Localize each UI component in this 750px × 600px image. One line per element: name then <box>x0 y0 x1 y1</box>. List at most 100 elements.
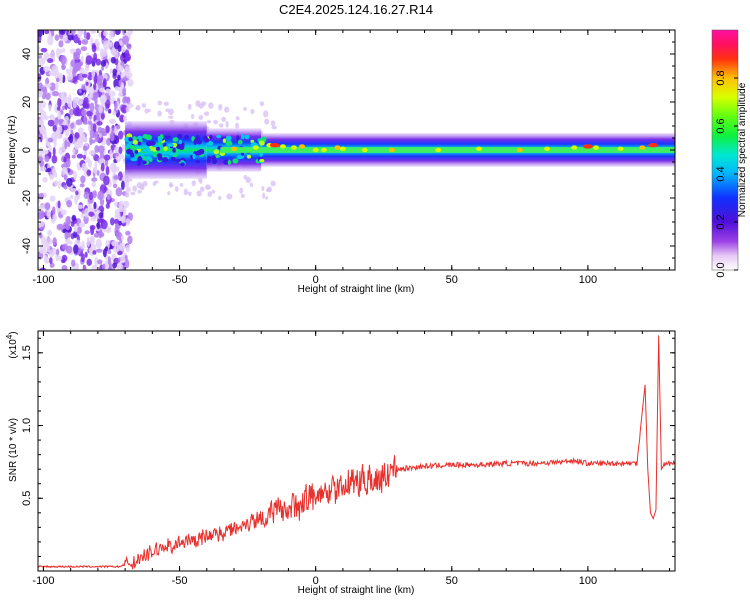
heatmap-noise-cell <box>57 97 62 108</box>
heatmap-noise-cell <box>93 201 97 210</box>
heatmap-speckle <box>187 191 192 196</box>
heatmap-hotspot <box>280 144 286 149</box>
heatmap-speckle <box>135 104 141 111</box>
heatmap-noise-cell <box>77 30 82 39</box>
heatmap-noise-cell <box>57 111 62 120</box>
y-tick-label: -20 <box>21 190 33 206</box>
heatmap-band-cell <box>142 160 147 165</box>
colorbar-tick-label: 0.8 <box>715 70 727 85</box>
heatmap-panel: -100 -50 0 50 100 -40 -20 0 20 40 Height of strai… <box>7 29 676 295</box>
heatmap-noise-cell <box>47 229 53 236</box>
heatmap-noise-cell <box>75 108 83 117</box>
heatmap-noise-cell <box>97 145 105 154</box>
heatmap-speckle <box>197 177 203 183</box>
colorbar-ticks: 0.0 0.2 0.4 0.6 0.8 <box>715 70 738 278</box>
x-tick-label: 50 <box>446 274 458 286</box>
heatmap-noise-cell <box>77 188 81 198</box>
heatmap-noise-cell <box>88 191 94 201</box>
heatmap-noise-cell <box>86 110 93 117</box>
colorbar-tick-label: 0.0 <box>715 262 727 277</box>
heatmap-band-cell <box>129 144 136 151</box>
heatmap-speckle <box>225 120 229 128</box>
x-tick-label: -50 <box>172 575 188 587</box>
heatmap-speckle <box>196 190 202 197</box>
heatmap-noise-cell <box>125 185 130 195</box>
heatmap-noise-cell <box>38 209 45 220</box>
heatmap-noise-cell <box>38 265 41 270</box>
heatmap-noise-cell <box>73 52 78 58</box>
y-tick-label: 0.5 <box>21 491 33 506</box>
heatmap-noise-cell <box>92 83 97 91</box>
heatmap-band-cell <box>193 139 197 145</box>
snr-series-line <box>38 335 675 570</box>
heatmap-noise-cell <box>111 240 119 247</box>
heatmap-noise-cell <box>54 171 58 178</box>
heatmap-noise-cell <box>48 104 52 112</box>
heatmap-noise-cell <box>123 115 128 122</box>
heatmap-noise-cell <box>77 127 84 135</box>
heatmap-speckle <box>218 195 222 201</box>
heatmap-noise-cell <box>85 81 89 86</box>
heatmap-speckle <box>144 108 149 114</box>
heatmap-speckle <box>264 118 270 125</box>
heatmap-noise-cell <box>116 244 120 254</box>
heatmap-noise-cell <box>108 90 116 97</box>
y-tick-label: 20 <box>21 96 33 108</box>
heatmap-noise-cell <box>124 49 130 57</box>
heatmap-noise-cell <box>47 119 55 127</box>
heatmap-noise-cell <box>91 69 96 78</box>
snr-multiplier-base: (x10 <box>8 339 19 359</box>
heatmap-noise-cell <box>74 195 78 205</box>
heatmap-noise-cell <box>114 85 121 91</box>
heatmap-band-cell <box>236 155 243 160</box>
heatmap-noise-cell <box>100 162 105 172</box>
heatmap-noise-cell <box>60 209 67 216</box>
heatmap-noise-cell <box>72 99 77 109</box>
heatmap-noise-cell <box>80 213 85 218</box>
heatmap-speckle <box>235 122 239 129</box>
heatmap-noise-cell <box>83 115 88 125</box>
heatmap-noise-cell <box>89 236 95 245</box>
y-tick-label: 40 <box>21 48 33 60</box>
heatmap-speckle <box>124 193 130 198</box>
heatmap-speckle <box>213 119 218 125</box>
heatmap-speckle <box>141 103 147 108</box>
heatmap-band-cell <box>142 133 149 139</box>
heatmap-noise-cell <box>54 34 60 41</box>
heatmap-noise-cell <box>78 89 82 94</box>
heatmap-noise-cell <box>85 55 93 65</box>
heatmap-speckle <box>265 188 272 192</box>
heatmap-speckle <box>163 101 169 106</box>
heatmap-band-cell <box>172 147 176 154</box>
heatmap-noise-cell <box>61 166 68 177</box>
heatmap-noise-cell <box>104 246 109 252</box>
heatmap-noise-cell <box>112 262 118 269</box>
heatmap-speckle <box>250 108 255 115</box>
snr-multiplier: (x104) <box>5 331 19 358</box>
heatmap-noise-cell <box>95 238 103 249</box>
heatmap-noise-cell <box>38 192 44 200</box>
heatmap-noise-cell <box>47 58 54 64</box>
heatmap-noise-cell <box>105 125 110 134</box>
colorbar-tick-label: 0.2 <box>715 214 727 229</box>
heatmap-band-cell <box>130 157 138 162</box>
heatmap-noise-cell <box>61 258 66 264</box>
heatmap-noise-cell <box>61 105 65 111</box>
heatmap-noise-cell <box>118 200 124 210</box>
heatmap-noise-cell <box>41 86 47 91</box>
heatmap-band-cell <box>177 133 183 139</box>
x-tick-label: 100 <box>579 575 597 587</box>
heatmap-noise-cell <box>94 256 99 267</box>
heatmap-noise-cell <box>83 191 90 200</box>
heatmap-noise-cell <box>92 250 97 255</box>
heatmap-speckle <box>200 101 207 107</box>
heatmap-speckle <box>218 103 223 111</box>
heatmap-speckle <box>168 108 174 116</box>
heatmap-speckle <box>198 115 204 120</box>
heatmap-band-cell <box>128 137 133 142</box>
heatmap-speckle <box>265 196 269 200</box>
heatmap-hotspot <box>361 147 368 153</box>
heatmap-noise-cell <box>119 114 125 123</box>
heatmap-noise-cell <box>43 255 48 263</box>
colorbar: 0.0 0.2 0.4 0.6 0.8 Normalized spectral ampl… <box>711 29 748 278</box>
